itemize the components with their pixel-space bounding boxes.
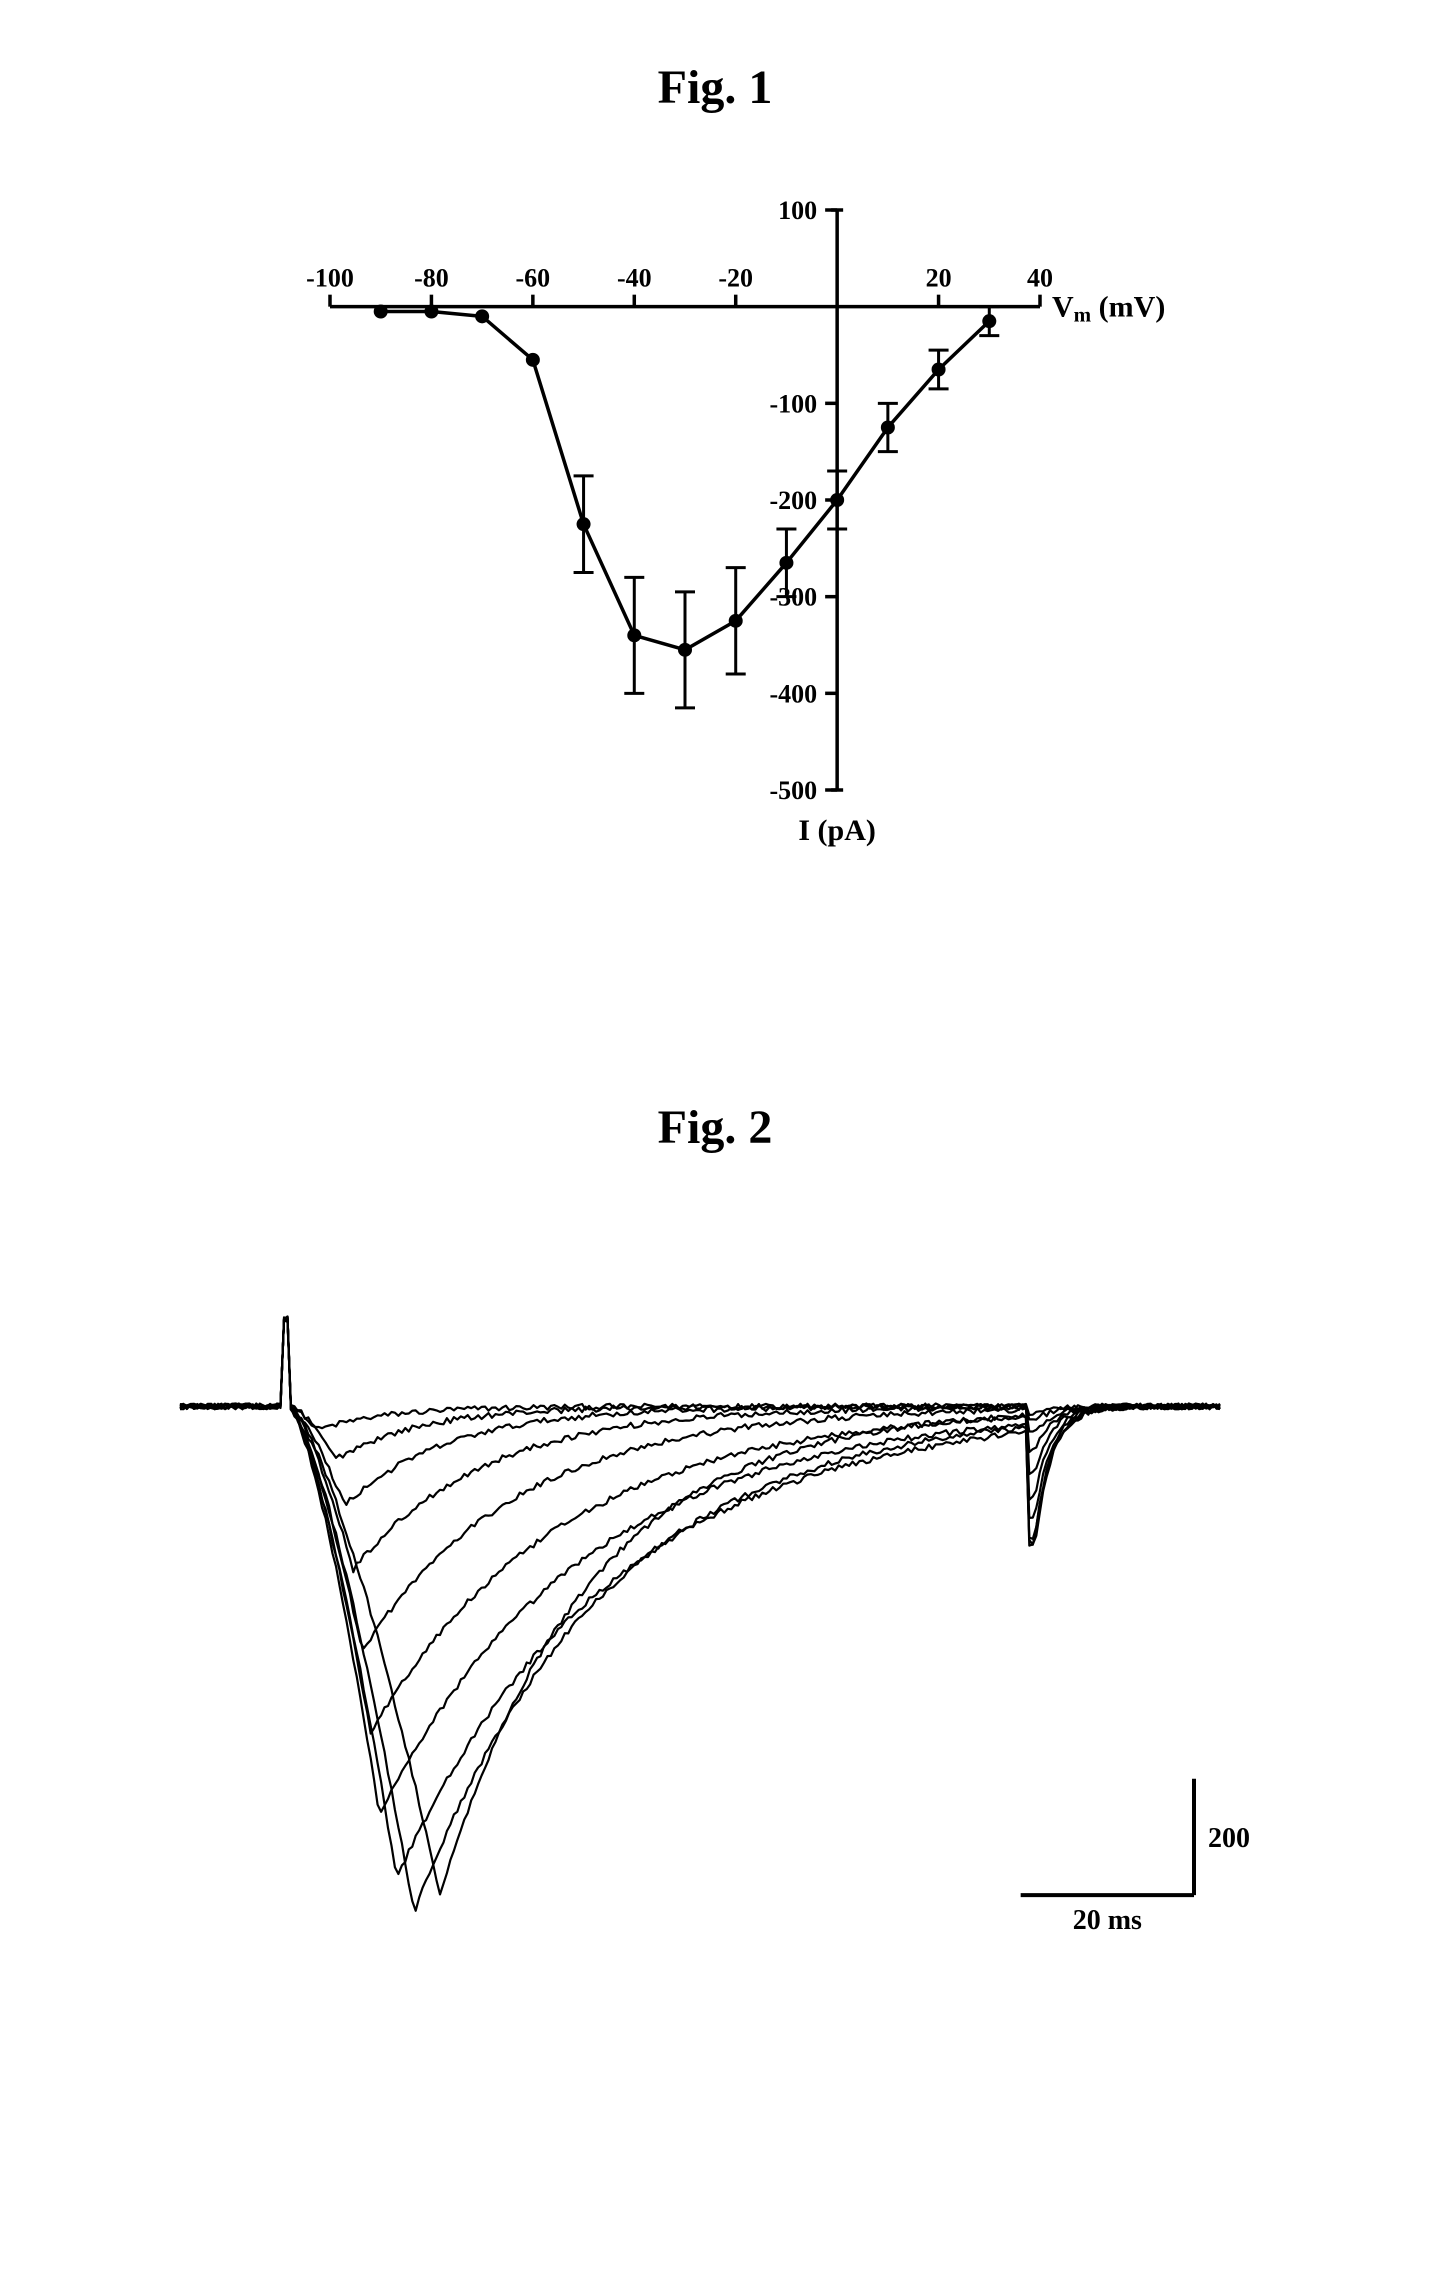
fig1-ytick: -100: [769, 389, 817, 418]
fig1-marker: [881, 421, 895, 435]
fig2-trace: [180, 1321, 1220, 1505]
fig2-trace: [180, 1317, 1220, 1874]
fig1-svg: -100-80-60-40-202040-500-400-300-200-100…: [260, 170, 1180, 870]
fig1-title: Fig. 1: [0, 60, 1430, 115]
fig1-xtick: -80: [414, 264, 449, 293]
fig1-marker: [678, 643, 692, 657]
fig2-title: Fig. 2: [0, 1100, 1430, 1155]
fig1-xtick: -40: [617, 264, 652, 293]
fig1-ytick: -200: [769, 486, 817, 515]
fig1-marker: [830, 493, 844, 507]
fig1-marker: [577, 517, 591, 531]
fig1-xtick: -20: [718, 264, 753, 293]
fig1-plot: -100-80-60-40-202040-500-400-300-200-100…: [260, 170, 1180, 870]
fig1-marker: [932, 363, 946, 377]
fig1-xtick: -100: [306, 264, 354, 293]
fig2-scalebar-xlabel: 20 ms: [1073, 1905, 1142, 1936]
fig1-xtick: 40: [1027, 264, 1053, 293]
fig1-marker: [526, 353, 540, 367]
fig1-xlabel: Vm (mV): [1052, 291, 1165, 327]
fig1-ytick: -500: [769, 776, 817, 805]
fig1-marker: [779, 556, 793, 570]
fig2-trace: [180, 1317, 1220, 1648]
fig2-plot: 200 pA 20 ms: [150, 1260, 1250, 1960]
fig2-trace: [180, 1317, 1220, 1895]
fig2-scalebar-ylabel: 200 pA: [1208, 1823, 1250, 1854]
fig1-marker: [627, 628, 641, 642]
fig2-trace: [180, 1317, 1220, 1733]
fig2-trace: [180, 1317, 1220, 1458]
fig2-trace: [180, 1317, 1220, 1812]
fig1-xtick: 20: [926, 264, 952, 293]
fig2-svg: 200 pA 20 ms: [150, 1260, 1250, 1960]
fig1-marker: [729, 614, 743, 628]
fig1-marker: [475, 309, 489, 323]
fig1-ylabel: I (pA): [798, 814, 876, 847]
fig1-marker: [982, 314, 996, 328]
fig1-marker: [424, 305, 438, 319]
fig1-xtick: -60: [516, 264, 551, 293]
fig1-ytick: 100: [778, 196, 817, 225]
fig1-marker: [374, 305, 388, 319]
fig1-ytick: -400: [769, 679, 817, 708]
